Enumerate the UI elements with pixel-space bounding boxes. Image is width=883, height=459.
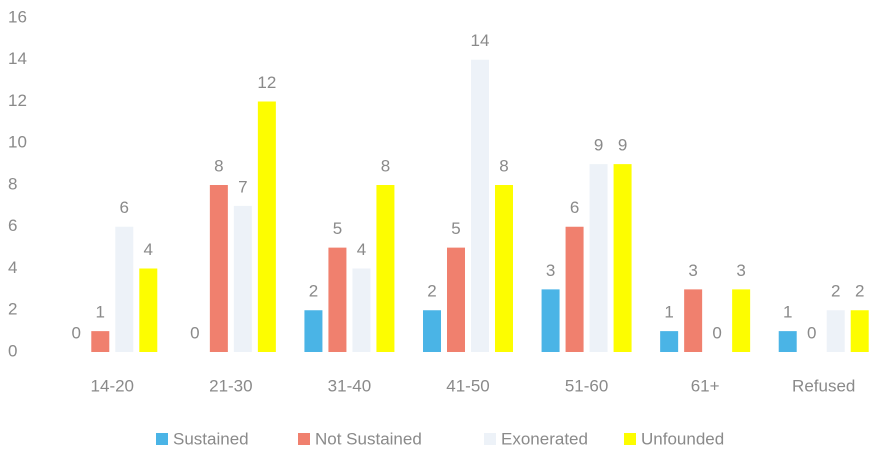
- data-label: 3: [546, 261, 555, 280]
- data-label: 1: [664, 303, 673, 322]
- data-label: 9: [594, 136, 603, 155]
- bar: [352, 268, 371, 352]
- y-tick-label: 12: [8, 91, 27, 110]
- bar: [684, 289, 703, 352]
- data-label: 5: [451, 219, 460, 238]
- data-label: 8: [214, 156, 223, 175]
- data-label: 6: [120, 198, 129, 217]
- x-tick-label: 14-20: [91, 376, 134, 395]
- bar: [304, 310, 323, 352]
- legend-label: Unfounded: [641, 429, 724, 448]
- bar: [660, 331, 679, 352]
- bar: [589, 164, 608, 352]
- y-tick-label: 14: [8, 49, 27, 68]
- data-label: 1: [96, 303, 105, 322]
- bar: [565, 226, 584, 352]
- data-label: 12: [257, 73, 276, 92]
- data-label: 0: [712, 323, 721, 342]
- bar: [778, 331, 797, 352]
- data-label: 0: [190, 323, 199, 342]
- bar: [328, 247, 347, 352]
- data-label: 6: [570, 198, 579, 217]
- legend-swatch: [484, 433, 496, 445]
- legend-label: Exonerated: [501, 429, 588, 448]
- y-tick-label: 4: [8, 258, 17, 277]
- data-label: 2: [309, 282, 318, 301]
- y-tick-label: 10: [8, 133, 27, 152]
- legend-swatch: [156, 433, 168, 445]
- data-label: 2: [855, 282, 864, 301]
- x-tick-label: 41-50: [446, 376, 489, 395]
- bar: [257, 101, 276, 352]
- data-label: 4: [357, 240, 366, 259]
- data-label: 0: [807, 323, 816, 342]
- bar: [115, 226, 134, 352]
- data-label: 0: [72, 323, 81, 342]
- bar: [613, 164, 632, 352]
- legend-label: Sustained: [173, 429, 249, 448]
- data-label: 3: [688, 261, 697, 280]
- data-label: 1: [783, 303, 792, 322]
- bar: [850, 310, 869, 352]
- data-label: 8: [499, 156, 508, 175]
- bar: [541, 289, 560, 352]
- data-label: 3: [736, 261, 745, 280]
- data-label: 9: [618, 136, 627, 155]
- y-tick-label: 8: [8, 174, 17, 193]
- legend-swatch: [298, 433, 310, 445]
- data-label: 7: [238, 177, 247, 196]
- y-tick-label: 16: [8, 7, 27, 26]
- legend-label: Not Sustained: [315, 429, 422, 448]
- bar: [233, 205, 252, 352]
- y-tick-label: 6: [8, 216, 17, 235]
- legend-swatch: [624, 433, 636, 445]
- data-label: 5: [333, 219, 342, 238]
- x-tick-label: 51-60: [565, 376, 608, 395]
- bar: [471, 59, 489, 352]
- x-tick-label: 21-30: [209, 376, 252, 395]
- bar: [139, 268, 158, 352]
- data-label: 4: [144, 240, 153, 259]
- data-label: 8: [381, 156, 390, 175]
- bar: [91, 331, 110, 352]
- bar: [423, 310, 441, 352]
- x-tick-label: 61+: [691, 376, 720, 395]
- x-tick-label: Refused: [792, 376, 855, 395]
- data-label: 14: [471, 31, 490, 50]
- y-tick-label: 2: [8, 300, 17, 319]
- bar: [732, 289, 751, 352]
- bar: [447, 247, 465, 352]
- data-label: 2: [831, 282, 840, 301]
- bar: [376, 185, 395, 352]
- bar: [495, 185, 513, 352]
- y-tick-label: 0: [8, 341, 17, 360]
- data-label: 2: [427, 282, 436, 301]
- bar: [826, 310, 845, 352]
- x-tick-label: 31-40: [328, 376, 371, 395]
- bar: [209, 185, 228, 352]
